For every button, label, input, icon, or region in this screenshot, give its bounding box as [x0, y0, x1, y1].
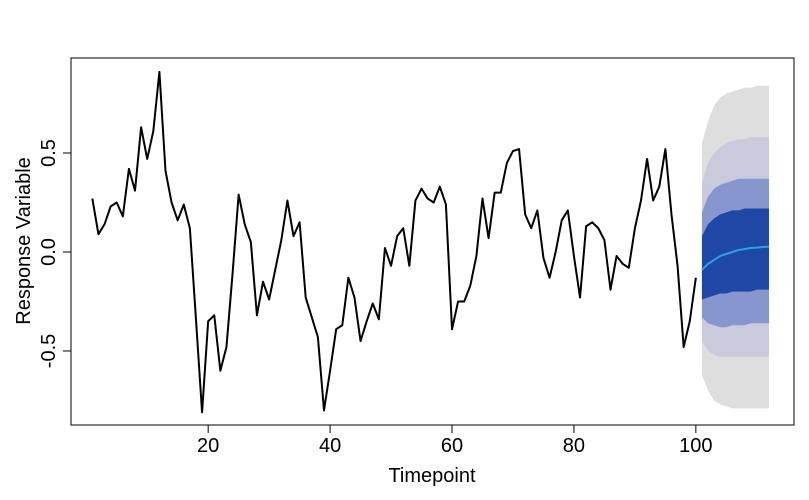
x-tick-label: 80 [563, 435, 585, 457]
plot-frame [70, 57, 795, 426]
series-line [91, 70, 697, 414]
x-tick-label: 60 [441, 435, 463, 457]
series-line [701, 245, 770, 271]
y-tick-label: 0.5 [38, 139, 60, 167]
y-tick-label: 0.0 [38, 238, 60, 266]
x-tick-label: 40 [319, 435, 341, 457]
x-tick-label: 20 [197, 435, 219, 457]
fan-band [701, 208, 770, 300]
y-axis-label: Response Variable [13, 157, 35, 325]
y-tick-label: -0.5 [38, 334, 60, 368]
x-tick-label: 100 [679, 435, 712, 457]
x-axis-label: Timepoint [388, 465, 476, 487]
